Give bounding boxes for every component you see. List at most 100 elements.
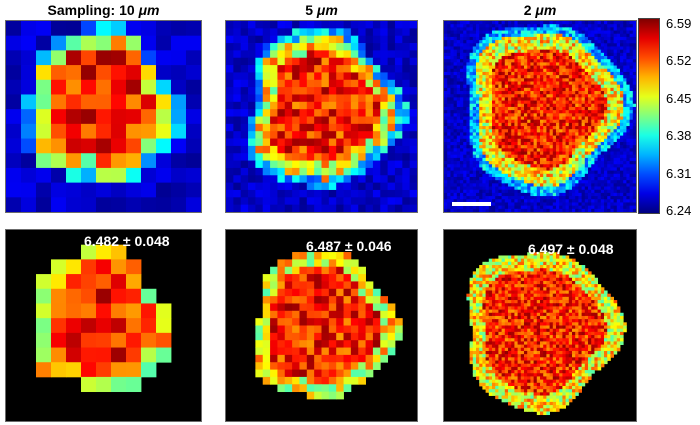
pixel bbox=[111, 244, 127, 260]
pixel bbox=[540, 94, 544, 98]
pixel bbox=[607, 62, 611, 66]
pixel bbox=[409, 87, 417, 95]
pixel bbox=[514, 56, 518, 60]
pixel bbox=[600, 81, 605, 86]
pixel bbox=[336, 288, 344, 297]
pixel bbox=[552, 135, 557, 140]
pixel bbox=[575, 167, 579, 172]
pixel bbox=[549, 56, 554, 60]
pixel bbox=[501, 71, 506, 76]
pixel bbox=[540, 202, 544, 207]
pixel bbox=[536, 56, 541, 60]
pixel bbox=[600, 154, 605, 159]
pixel bbox=[387, 101, 396, 110]
pixel bbox=[447, 141, 451, 146]
pixel bbox=[456, 141, 461, 146]
pixel bbox=[488, 261, 493, 266]
pixel bbox=[588, 122, 592, 127]
pixel bbox=[536, 132, 541, 136]
pixel bbox=[562, 157, 566, 162]
pixel bbox=[262, 318, 271, 326]
pixel bbox=[594, 113, 598, 117]
pixel bbox=[565, 84, 570, 89]
pixel bbox=[469, 36, 474, 41]
pixel bbox=[575, 78, 579, 82]
pixel bbox=[479, 167, 483, 172]
pixel bbox=[488, 68, 493, 73]
pixel bbox=[546, 78, 550, 82]
pixel bbox=[306, 204, 315, 212]
pixel bbox=[501, 30, 506, 35]
pixel bbox=[578, 122, 582, 127]
pixel bbox=[255, 362, 264, 370]
pixel bbox=[581, 151, 586, 156]
pixel bbox=[485, 78, 490, 82]
pixel bbox=[597, 145, 602, 149]
pixel bbox=[466, 84, 470, 89]
pixel bbox=[620, 126, 624, 130]
pixel bbox=[495, 40, 499, 44]
pixel bbox=[578, 126, 582, 130]
pixel bbox=[565, 21, 570, 25]
pixel bbox=[456, 138, 461, 143]
pixel bbox=[36, 138, 52, 154]
pixel bbox=[629, 87, 634, 92]
pixel bbox=[540, 30, 544, 35]
pixel bbox=[543, 208, 547, 212]
pixel bbox=[472, 52, 477, 57]
pixel bbox=[514, 192, 518, 197]
pixel bbox=[543, 170, 547, 175]
pixel bbox=[96, 94, 112, 110]
pixel bbox=[6, 21, 22, 37]
pixel bbox=[343, 138, 352, 147]
pixel bbox=[96, 123, 112, 139]
pixel bbox=[501, 208, 506, 212]
pixel bbox=[565, 196, 570, 200]
pixel bbox=[511, 59, 515, 63]
pixel bbox=[504, 180, 509, 184]
pixel bbox=[447, 110, 451, 114]
pixel bbox=[623, 100, 627, 105]
pixel bbox=[504, 56, 509, 60]
pixel bbox=[495, 36, 499, 41]
pixel bbox=[517, 132, 522, 136]
pixel bbox=[501, 135, 506, 140]
pixel bbox=[336, 72, 344, 81]
pixel bbox=[559, 173, 563, 178]
pixel bbox=[527, 43, 531, 47]
pixel bbox=[508, 135, 512, 140]
pixel bbox=[543, 43, 547, 47]
pixel bbox=[623, 27, 627, 31]
pixel bbox=[186, 123, 201, 139]
pixel bbox=[530, 268, 534, 272]
pixel bbox=[321, 340, 330, 348]
pixel bbox=[546, 56, 550, 60]
pixel bbox=[613, 180, 618, 184]
pixel bbox=[591, 49, 595, 54]
pixel bbox=[350, 332, 359, 341]
pixel bbox=[453, 148, 458, 152]
pixel bbox=[255, 347, 264, 356]
pixel bbox=[476, 94, 480, 98]
pixel bbox=[501, 62, 506, 66]
pixel bbox=[600, 65, 605, 70]
pixel bbox=[540, 161, 544, 165]
pixel bbox=[495, 126, 499, 130]
pixel bbox=[277, 259, 286, 268]
pixel bbox=[556, 145, 560, 149]
pixel bbox=[96, 347, 112, 363]
pixel bbox=[514, 151, 518, 156]
pixel bbox=[498, 196, 502, 200]
pixel bbox=[514, 258, 518, 263]
pixel bbox=[476, 27, 480, 31]
pixel bbox=[546, 113, 550, 117]
pixel bbox=[549, 30, 554, 35]
pixel bbox=[336, 167, 344, 176]
pixel bbox=[530, 129, 534, 133]
pixel bbox=[488, 141, 493, 146]
pixel bbox=[476, 138, 480, 143]
pixel bbox=[533, 33, 538, 38]
pixel bbox=[527, 138, 531, 143]
pixel bbox=[556, 103, 560, 108]
pixel bbox=[632, 75, 636, 79]
